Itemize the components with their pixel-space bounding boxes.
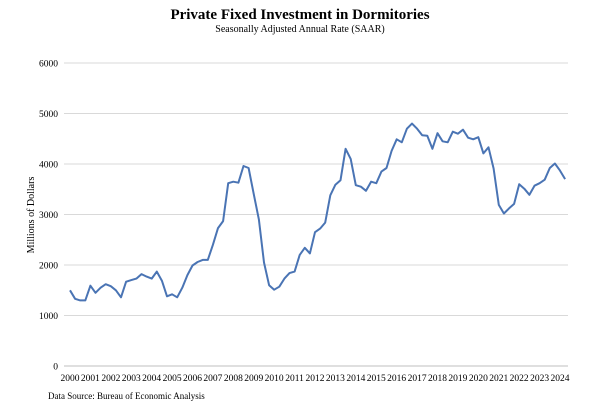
x-tick-label: 2006 xyxy=(183,374,202,384)
y-tick-label: 3000 xyxy=(39,211,58,221)
x-tick-label: 2010 xyxy=(265,374,284,384)
x-tick-label: 2003 xyxy=(122,374,141,384)
x-tick-label: 2017 xyxy=(408,374,427,384)
y-tick-label: 0 xyxy=(53,363,58,373)
x-tick-label: 2011 xyxy=(285,374,304,384)
x-tick-label: 2000 xyxy=(61,374,80,384)
x-tick-label: 2022 xyxy=(510,374,529,384)
x-tick-label: 2004 xyxy=(142,374,161,384)
data-source-note: Data Source: Bureau of Economic Analysis xyxy=(48,391,205,401)
y-tick-label: 4000 xyxy=(39,161,58,171)
x-tick-label: 2007 xyxy=(203,374,222,384)
x-tick-label: 2001 xyxy=(81,374,100,384)
y-tick-label: 1000 xyxy=(39,312,58,322)
series-line xyxy=(69,122,566,302)
x-tick-label: 2005 xyxy=(163,374,182,384)
x-tick-label: 2002 xyxy=(101,374,120,384)
x-tick-label: 2016 xyxy=(387,374,406,384)
x-tick-label: 2008 xyxy=(224,374,243,384)
chart-title: Private Fixed Investment in Dormitories xyxy=(170,7,430,23)
y-tick-label: 6000 xyxy=(39,60,58,70)
x-tick-label: 2024 xyxy=(551,374,570,384)
y-tick-label: 2000 xyxy=(39,262,58,272)
x-tick-label: 2013 xyxy=(326,374,345,384)
x-tick-label: 2019 xyxy=(448,374,467,384)
x-tick-label: 2018 xyxy=(428,374,447,384)
x-tick-label: 2009 xyxy=(244,374,263,384)
y-tick-label: 5000 xyxy=(39,110,58,120)
x-tick-label: 2023 xyxy=(530,374,549,384)
x-tick-label: 2012 xyxy=(306,374,325,384)
x-tick-label: 2015 xyxy=(367,374,386,384)
x-tick-label: 2014 xyxy=(346,374,365,384)
y-axis-label: Millions of Dollars xyxy=(26,177,37,254)
chart-subtitle: Seasonally Adjusted Annual Rate (SAAR) xyxy=(215,24,385,35)
x-tick-label: 2021 xyxy=(489,374,508,384)
x-tick-label: 2020 xyxy=(469,374,488,384)
